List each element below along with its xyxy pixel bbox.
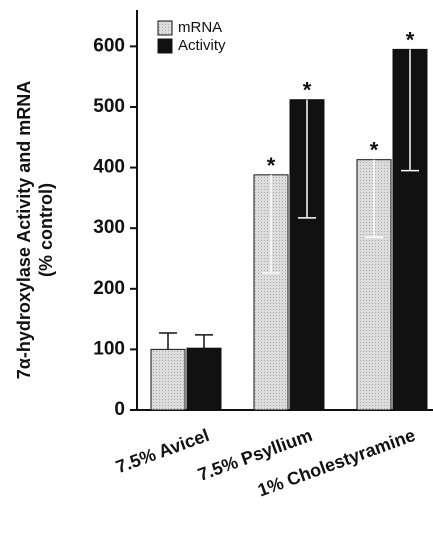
bar <box>356 159 392 411</box>
y-tick-label: 200 <box>93 278 125 299</box>
bar <box>150 348 186 411</box>
y-tick-label: 0 <box>114 399 125 420</box>
y-axis-label: 7α-hydroxylase Activity and mRNA <box>14 81 34 380</box>
legend-swatch <box>157 38 173 54</box>
y-tick-label: 300 <box>93 217 125 238</box>
bar <box>186 347 222 411</box>
y-tick-label: 400 <box>93 157 125 178</box>
y-tick-label: 100 <box>93 338 125 359</box>
legend-label: mRNA <box>178 19 222 36</box>
legend-swatch <box>157 20 173 36</box>
y-tick-label: 500 <box>93 96 125 117</box>
significance-mark: * <box>370 138 379 163</box>
y-tick-label: 600 <box>93 35 125 56</box>
legend-label: Activity <box>178 37 226 54</box>
significance-mark: * <box>267 153 276 178</box>
y-axis-label: (% control) <box>36 183 56 277</box>
significance-mark: * <box>303 78 312 103</box>
significance-mark: * <box>406 27 415 52</box>
